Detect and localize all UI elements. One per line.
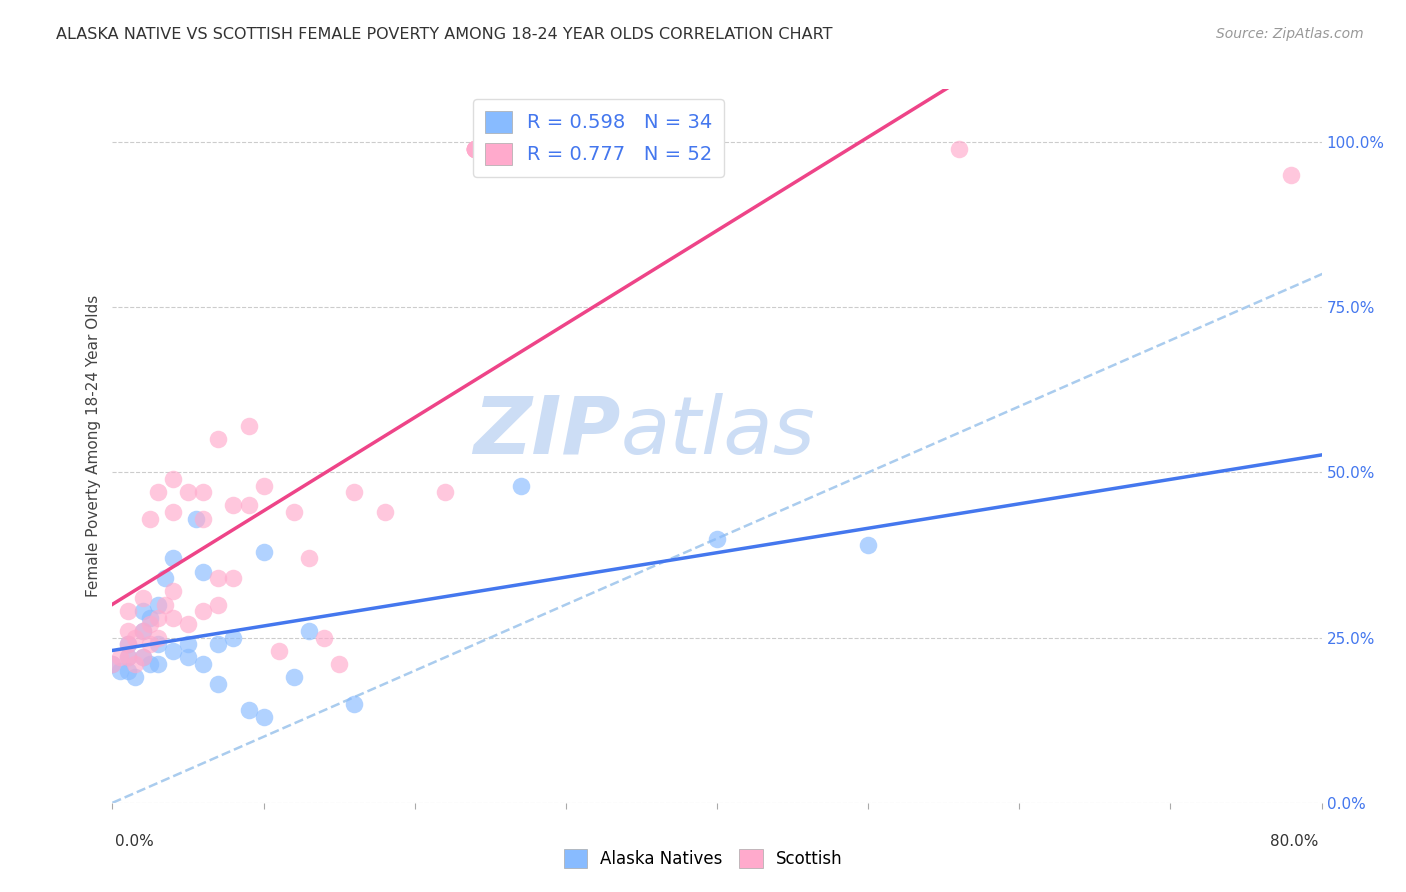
Point — [207, 637, 229, 651]
Point — [132, 650, 155, 665]
Point — [132, 604, 155, 618]
Point — [108, 650, 131, 665]
Point — [222, 631, 245, 645]
Point — [162, 584, 184, 599]
Point — [253, 545, 276, 559]
Point — [155, 598, 177, 612]
Point — [132, 650, 155, 665]
Point — [207, 677, 229, 691]
Point — [117, 624, 139, 638]
Point — [117, 637, 139, 651]
Point — [146, 637, 169, 651]
Point — [191, 511, 214, 525]
Legend: R = 0.598   N = 34, R = 0.777   N = 52: R = 0.598 N = 34, R = 0.777 N = 52 — [472, 99, 724, 177]
Point — [343, 697, 366, 711]
Point — [222, 499, 245, 513]
Point — [238, 419, 260, 434]
Point — [706, 532, 728, 546]
Point — [1279, 168, 1302, 182]
Point — [283, 670, 305, 684]
Point — [948, 142, 970, 156]
Point — [298, 624, 321, 638]
Point — [146, 485, 169, 500]
Text: ZIP: ZIP — [472, 392, 620, 471]
Point — [162, 611, 184, 625]
Point — [464, 142, 486, 156]
Point — [509, 478, 531, 492]
Point — [343, 485, 366, 500]
Point — [162, 644, 184, 658]
Point — [139, 617, 162, 632]
Point — [191, 604, 214, 618]
Point — [314, 631, 336, 645]
Point — [283, 505, 305, 519]
Point — [464, 142, 486, 156]
Point — [117, 637, 139, 651]
Point — [162, 551, 184, 566]
Point — [464, 142, 486, 156]
Point — [117, 604, 139, 618]
Text: ALASKA NATIVE VS SCOTTISH FEMALE POVERTY AMONG 18-24 YEAR OLDS CORRELATION CHART: ALASKA NATIVE VS SCOTTISH FEMALE POVERTY… — [56, 27, 832, 42]
Text: 0.0%: 0.0% — [115, 834, 155, 849]
Point — [139, 637, 162, 651]
Point — [117, 664, 139, 678]
Point — [162, 472, 184, 486]
Point — [117, 650, 139, 665]
Point — [464, 142, 486, 156]
Point — [267, 644, 290, 658]
Point — [238, 703, 260, 717]
Point — [177, 650, 200, 665]
Point — [374, 505, 396, 519]
Point — [222, 571, 245, 585]
Point — [238, 499, 260, 513]
Point — [146, 657, 169, 671]
Point — [124, 657, 146, 671]
Point — [207, 433, 229, 447]
Text: Source: ZipAtlas.com: Source: ZipAtlas.com — [1216, 27, 1364, 41]
Point — [856, 538, 880, 552]
Point — [146, 631, 169, 645]
Point — [101, 657, 124, 671]
Point — [328, 657, 350, 671]
Text: atlas: atlas — [620, 392, 815, 471]
Point — [207, 571, 229, 585]
Point — [146, 598, 169, 612]
Point — [117, 650, 139, 665]
Point — [191, 485, 214, 500]
Point — [132, 624, 155, 638]
Point — [433, 485, 456, 500]
Point — [191, 657, 214, 671]
Point — [464, 142, 486, 156]
Point — [177, 637, 200, 651]
Point — [101, 657, 124, 671]
Point — [177, 617, 200, 632]
Point — [253, 710, 276, 724]
Point — [146, 611, 169, 625]
Point — [108, 664, 131, 678]
Point — [253, 478, 276, 492]
Point — [124, 631, 146, 645]
Point — [132, 624, 155, 638]
Point — [464, 142, 486, 156]
Point — [207, 598, 229, 612]
Point — [139, 611, 162, 625]
Point — [132, 591, 155, 605]
Point — [139, 657, 162, 671]
Point — [191, 565, 214, 579]
Point — [464, 142, 486, 156]
Point — [177, 485, 200, 500]
Y-axis label: Female Poverty Among 18-24 Year Olds: Female Poverty Among 18-24 Year Olds — [86, 295, 101, 597]
Point — [155, 571, 177, 585]
Point — [139, 511, 162, 525]
Legend: Alaska Natives, Scottish: Alaska Natives, Scottish — [557, 842, 849, 875]
Text: 80.0%: 80.0% — [1271, 834, 1319, 849]
Point — [162, 505, 184, 519]
Point — [184, 511, 207, 525]
Point — [124, 670, 146, 684]
Point — [298, 551, 321, 566]
